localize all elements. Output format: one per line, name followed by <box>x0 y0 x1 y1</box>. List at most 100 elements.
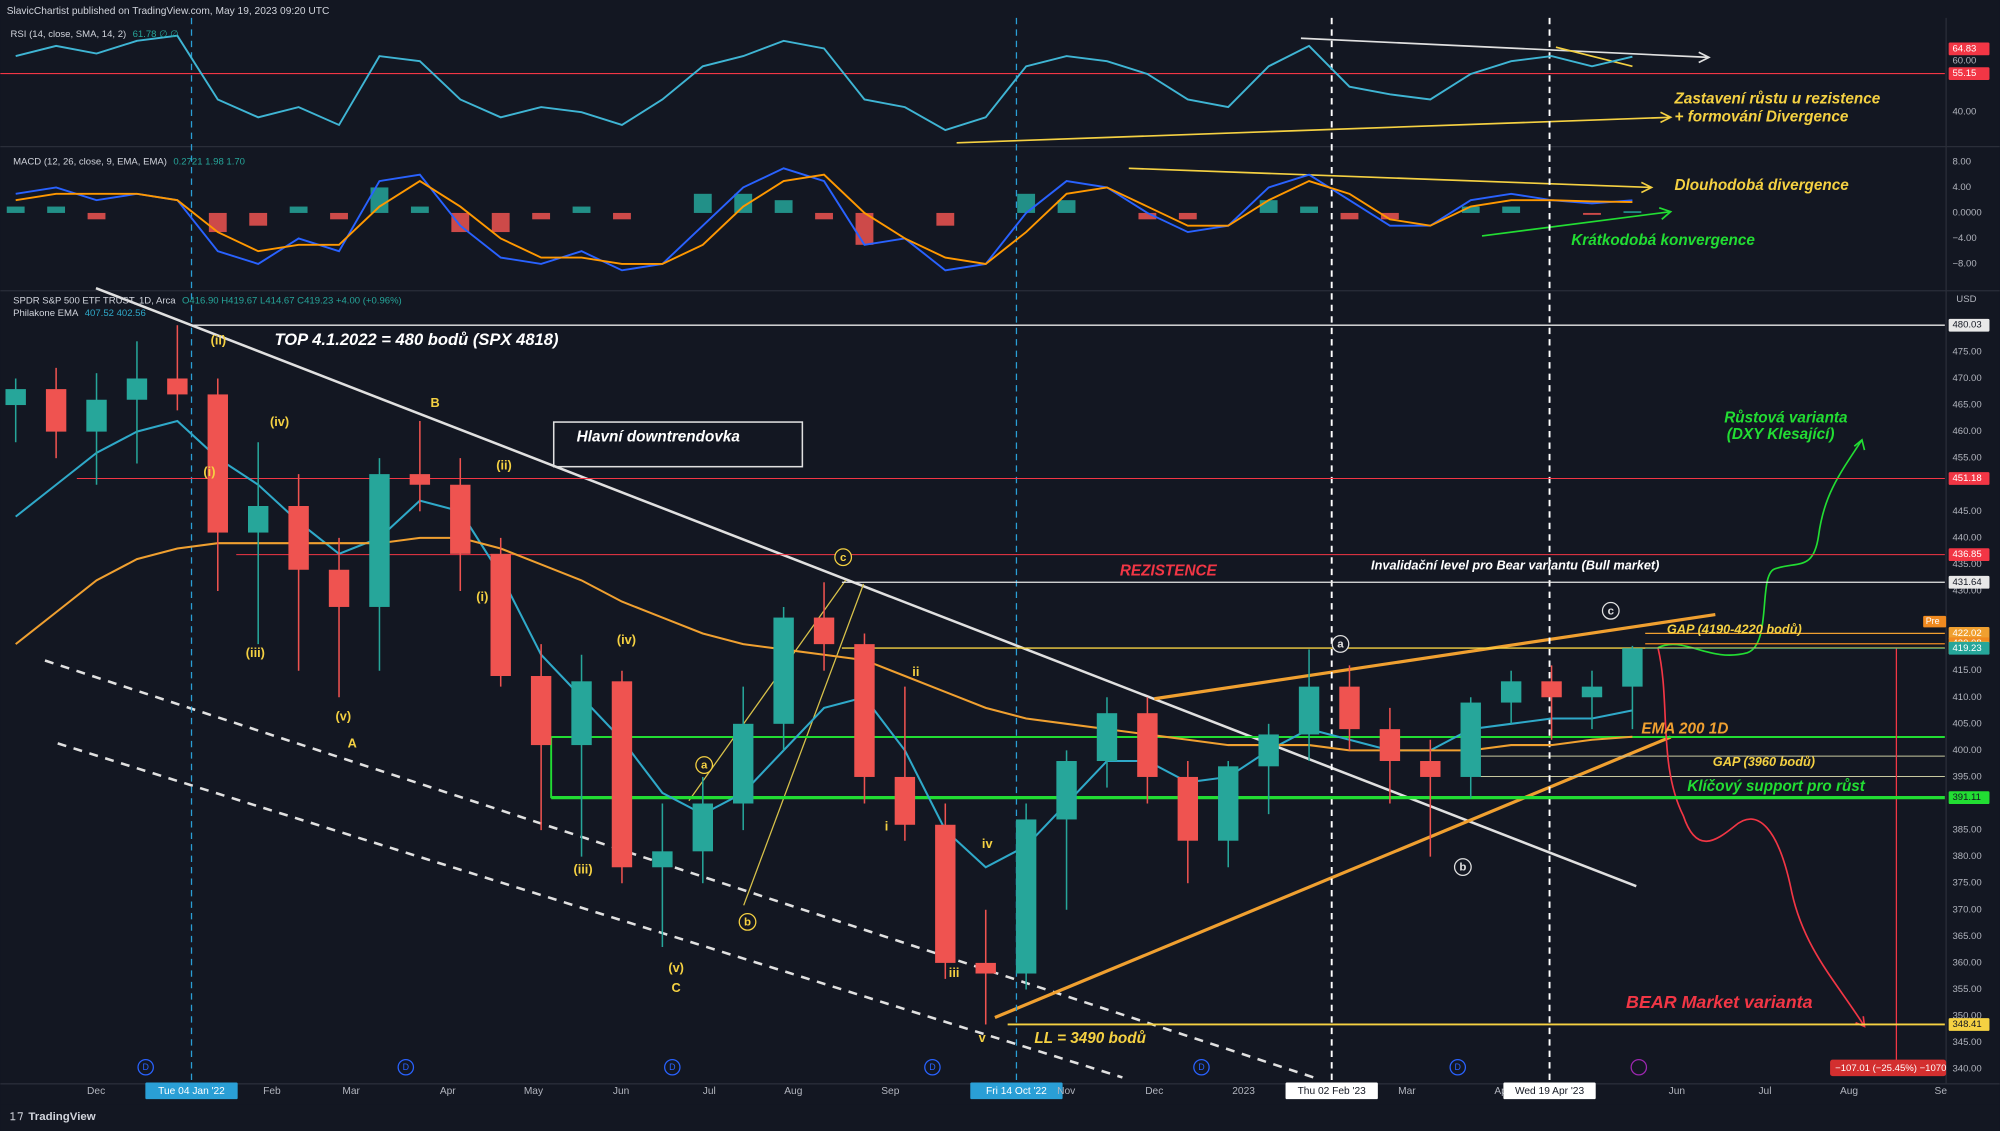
candle-body <box>167 378 188 395</box>
rsi-trend-line <box>1555 46 1633 68</box>
y-tick-label: 0.0000 <box>1952 207 1981 218</box>
x-tick-label: Mar <box>342 1086 360 1097</box>
y-tick-label: 4.00 <box>1952 182 1971 193</box>
price-badge <box>1948 575 1990 589</box>
y-tick-label: 470.00 <box>1952 373 1981 384</box>
x-tick-label: Nov <box>1057 1086 1076 1097</box>
wave-circle <box>1601 601 1620 620</box>
arrow-head <box>1698 51 1711 64</box>
dividend-icon <box>137 1058 154 1076</box>
annotation: Krátkodobá konvergence <box>1571 232 1755 249</box>
candle-body <box>5 389 26 406</box>
histogram-bar <box>1057 200 1076 213</box>
y-tick-label: 405.00 <box>1952 718 1981 729</box>
dividend-marker: D <box>1455 1062 1461 1072</box>
indicator-values: 407.52 402.56 <box>85 308 146 319</box>
x-tick-highlight <box>1285 1082 1378 1100</box>
y-tick-label: 375.00 <box>1952 878 1981 889</box>
bear-scenario-path <box>1657 647 1866 1027</box>
price-badge <box>1948 67 1990 80</box>
price-badge-label: 419.23 <box>1952 643 1981 654</box>
wave-label: iv <box>982 836 994 851</box>
wave-label: (i) <box>476 589 488 604</box>
wave-label: (ii) <box>211 332 227 347</box>
annotation: GAP (3960 bodů) <box>1713 754 1815 769</box>
histogram-bar <box>451 212 470 233</box>
candle-body <box>1379 729 1401 762</box>
dividend-marker: D <box>669 1062 675 1072</box>
y-tick-label: 350.00 <box>1952 1011 1981 1022</box>
price-badge-label: 348.41 <box>1952 1019 1981 1030</box>
wave-circle <box>695 756 714 774</box>
x-tick-label: Dec <box>87 1086 105 1097</box>
wave-label: B <box>431 395 440 410</box>
ema-line <box>15 419 1633 869</box>
x-tick-label: Tue 04 Jan '22 <box>158 1086 225 1097</box>
candle-body <box>1339 686 1360 730</box>
wave-label: A <box>348 735 357 750</box>
wave-label: i <box>885 818 889 833</box>
histogram-bar <box>330 212 348 220</box>
annotation: Klíčový support pro růst <box>1687 778 1866 795</box>
x-tick-highlight <box>970 1082 1063 1100</box>
pre-badge <box>1923 615 1947 628</box>
panel-title: SPDR S&P 500 ETF TRUST, 1D, Arca <box>13 295 176 306</box>
histogram-bar <box>289 206 308 213</box>
x-tick-label: Jul <box>1758 1086 1771 1097</box>
wave-label: b <box>744 917 751 929</box>
candle-body <box>611 681 633 868</box>
currency-label: USD <box>1956 294 1976 305</box>
measure-badge <box>1830 1059 1947 1077</box>
candle-body <box>894 776 916 825</box>
wave-label: iii <box>949 965 960 980</box>
dividend-icon <box>1449 1058 1467 1076</box>
y-tick-label: 60.00 <box>1952 56 1976 67</box>
annotation: (DXY Klesající) <box>1727 426 1835 443</box>
candle-body <box>571 681 592 746</box>
annotation: REZISTENCE <box>1120 562 1218 579</box>
candle-body <box>45 389 67 432</box>
histogram-bar <box>1017 193 1036 213</box>
macd-line <box>15 173 1633 265</box>
price-badge-label: 55.15 <box>1952 68 1976 79</box>
candle-body <box>1177 776 1199 841</box>
channel-line <box>57 742 1123 1079</box>
price-badge <box>1948 548 1990 561</box>
candle-body <box>975 962 996 974</box>
candle-body <box>1622 648 1643 687</box>
wave-label: v <box>979 1030 987 1045</box>
y-tick-label: 430.00 <box>1952 586 1981 597</box>
price-badge <box>1948 641 1990 655</box>
y-tick-label: 410.00 <box>1952 692 1981 703</box>
candle-body <box>126 378 148 400</box>
candle-body <box>1420 761 1441 777</box>
wedge-line <box>1154 613 1716 701</box>
wedge-line <box>994 735 1672 1019</box>
y-tick-label: 40.00 <box>1952 107 1976 118</box>
x-tick-label: Dec <box>1145 1086 1163 1097</box>
y-tick-label: 380.00 <box>1952 851 1981 862</box>
y-tick-label: 460.00 <box>1952 426 1981 437</box>
histogram-bar <box>693 193 712 213</box>
wave-circle <box>1453 858 1472 876</box>
price-badge-label: 431.64 <box>1952 577 1982 588</box>
price-badge-label: 64.83 <box>1952 43 1976 54</box>
annotation: EMA 200 1D <box>1641 720 1728 737</box>
wave-label: C <box>672 980 681 995</box>
wave-label: ii <box>912 664 919 679</box>
annotation: Invalidační level pro Bear variantu (Bul… <box>1371 558 1659 573</box>
y-tick-label: 445.00 <box>1952 506 1981 517</box>
footer-bar <box>0 1104 2000 1131</box>
histogram-bar <box>572 206 591 213</box>
panel-values: 61.78 ∅ ∅ <box>133 29 179 40</box>
histogram-bar <box>6 206 25 213</box>
annotation: Dlouhodobá divergence <box>1675 177 1850 194</box>
price-badge-label: 422.02 <box>1952 628 1981 639</box>
histogram-bar <box>1178 212 1197 220</box>
dividend-icon <box>1193 1058 1210 1076</box>
histogram-bar <box>1380 212 1399 220</box>
panel-title: RSI (14, close, SMA, 14, 2) <box>11 29 127 40</box>
candle-body <box>1096 713 1118 762</box>
y-tick-label: 395.00 <box>1952 771 1981 782</box>
histogram-bar <box>815 212 833 220</box>
